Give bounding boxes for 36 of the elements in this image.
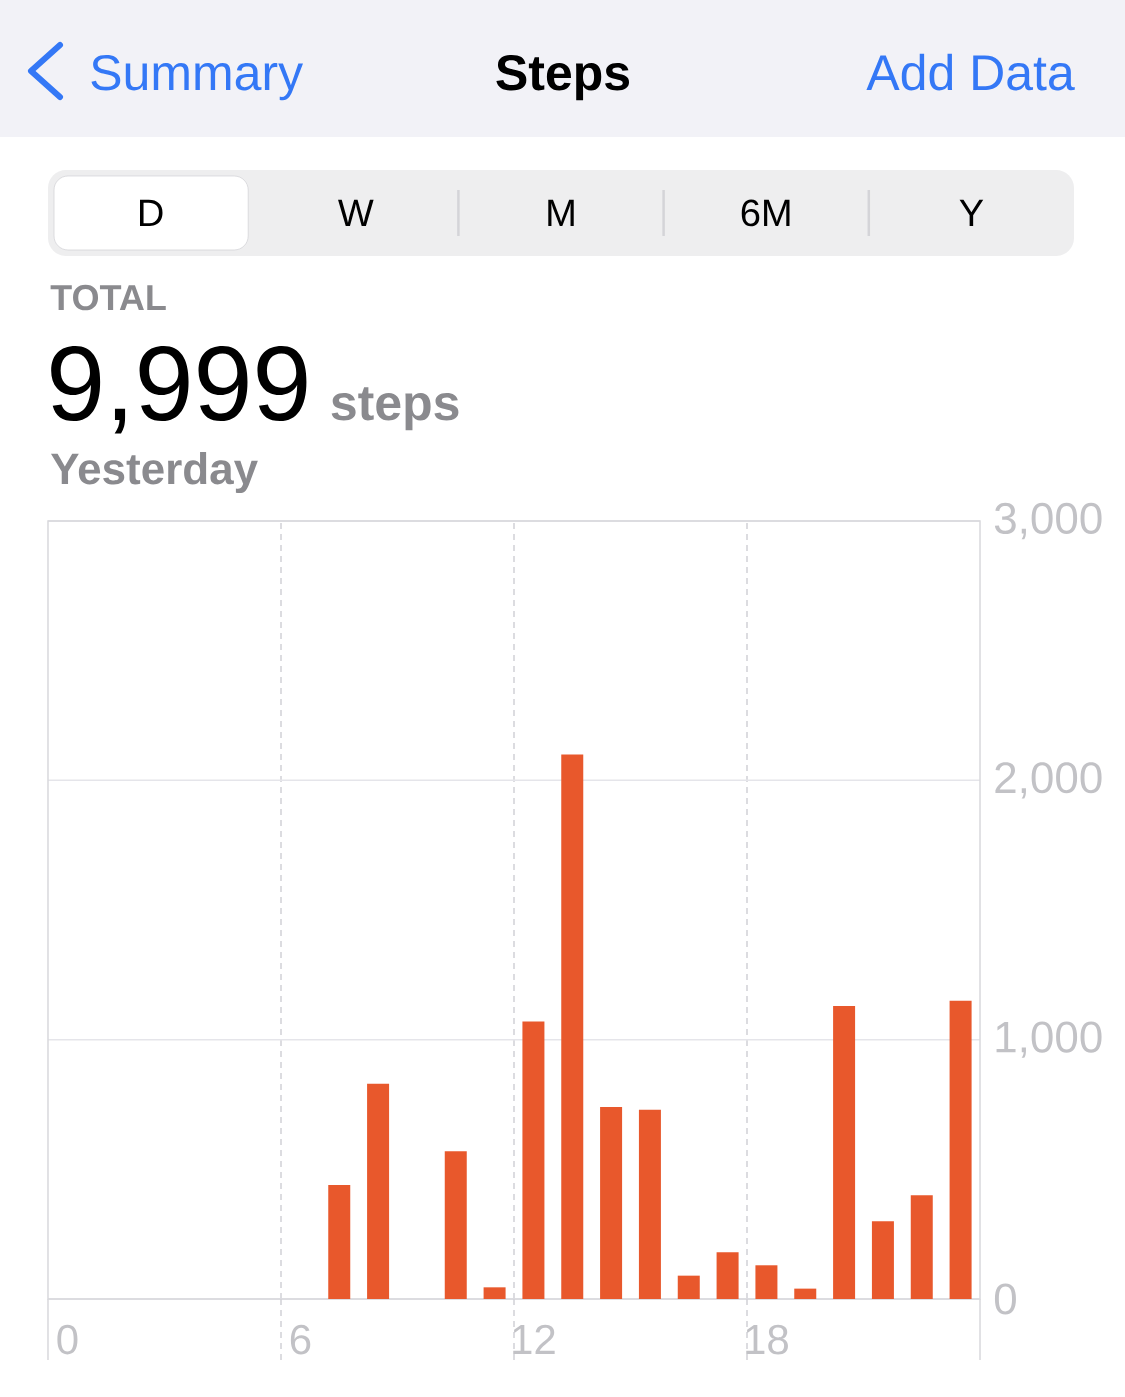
- bar: [755, 1265, 778, 1299]
- y-tick-label: 1,000: [996, 1021, 1102, 1058]
- text: Yesterday: [50, 452, 258, 494]
- x-tick-label: 0: [57, 1324, 78, 1355]
- bar: [716, 1252, 739, 1299]
- y-tick-label: 3,000: [994, 502, 1102, 540]
- text: W: [338, 199, 374, 226]
- chart-title: Steps: [496, 55, 630, 101]
- text: steps: [331, 387, 459, 431]
- bar: [600, 1107, 623, 1299]
- y-tick-label: 0: [994, 1283, 1016, 1315]
- x-tick-label: 12: [513, 1324, 555, 1354]
- bar: [483, 1287, 506, 1299]
- bar: [871, 1221, 894, 1299]
- text: D: [140, 199, 163, 226]
- text: M: [548, 199, 574, 226]
- text: 6M: [741, 199, 790, 227]
- bar: [949, 1000, 972, 1299]
- text: Y: [959, 199, 984, 226]
- bar: [328, 1184, 351, 1299]
- bar: [677, 1275, 700, 1299]
- bar: [910, 1195, 933, 1299]
- text: Summary: [91, 55, 304, 101]
- bar: [561, 754, 584, 1299]
- bar: [522, 1021, 545, 1299]
- y-tick-label: 2,000: [995, 762, 1102, 799]
- text: Add Data: [866, 53, 1075, 91]
- text: TOTAL: [50, 284, 166, 311]
- x-tick-label: 6: [290, 1324, 311, 1355]
- bar: [638, 1109, 661, 1299]
- bar: [367, 1083, 390, 1299]
- text: 9,999: [51, 345, 307, 434]
- bar: [833, 1005, 856, 1299]
- bar: [794, 1288, 817, 1299]
- bar: [444, 1151, 467, 1299]
- x-tick-label: 18: [746, 1324, 788, 1355]
